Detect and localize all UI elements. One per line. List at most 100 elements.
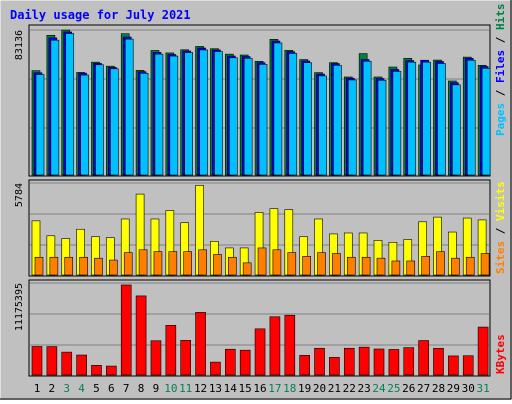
x-tick-label: 20	[313, 382, 326, 395]
x-tick-label: 3	[63, 382, 70, 395]
visits-max-label: 5784	[14, 183, 25, 207]
bar-sites	[49, 256, 59, 276]
bar-pages	[229, 57, 238, 176]
bar-kbytes	[254, 328, 266, 376]
x-tick-label: 4	[78, 382, 85, 395]
bar-kbytes	[329, 357, 340, 376]
bar-pages	[273, 42, 283, 176]
bar-sites	[109, 259, 118, 276]
bar-sites	[451, 257, 460, 276]
kbytes-panel-legend: KBytes	[494, 334, 507, 374]
legend-separator: /	[494, 83, 507, 103]
bar-sites	[391, 260, 401, 276]
bar-sites	[79, 256, 88, 276]
bar-pages	[347, 79, 357, 176]
bar-kbytes	[31, 346, 43, 376]
bar-pages	[362, 60, 372, 176]
bar-pages	[407, 61, 417, 176]
bar-kbytes	[106, 365, 117, 376]
legend-separator: /	[494, 221, 507, 241]
x-tick-label: 21	[328, 382, 341, 395]
bar-kbytes	[91, 365, 102, 376]
bar-kbytes	[210, 361, 221, 376]
bar-sites	[436, 251, 445, 276]
x-tick-label: 7	[123, 382, 130, 395]
bar-sites	[406, 260, 416, 276]
bar-pages	[437, 63, 446, 176]
bar-kbytes	[448, 355, 459, 376]
bar-sites	[332, 253, 341, 276]
legend-sites: Sites	[494, 241, 507, 274]
bar-pages	[466, 59, 476, 176]
bar-sites	[198, 249, 207, 276]
bar-pages	[95, 64, 104, 176]
x-tick-label: 25	[387, 382, 400, 395]
bar-kbytes	[180, 340, 191, 376]
x-tick-label: 29	[447, 382, 460, 395]
bar-pages	[184, 52, 193, 176]
x-tick-label: 22	[343, 382, 356, 395]
bar-sites	[287, 252, 297, 276]
bar-kbytes	[343, 347, 355, 376]
bar-pages	[80, 74, 89, 176]
bar-sites	[480, 253, 490, 276]
bar-sites	[153, 251, 163, 276]
x-tick-label: 8	[138, 382, 145, 395]
legend-visits: Visits	[494, 181, 507, 221]
bar-kbytes	[61, 351, 73, 376]
bar-kbytes	[76, 354, 87, 376]
x-tick-label: 14	[224, 382, 238, 395]
bar-pages	[65, 33, 75, 176]
bar-pages	[124, 38, 134, 176]
x-tick-label: 18	[283, 382, 296, 395]
legend-files: Files	[494, 50, 507, 83]
bar-kbytes	[165, 325, 177, 376]
bar-pages	[50, 39, 60, 176]
bar-kbytes	[46, 346, 58, 376]
x-tick-label: 30	[462, 382, 475, 395]
bar-pages	[169, 55, 179, 176]
bar-pages	[288, 53, 298, 176]
bar-kbytes	[299, 355, 310, 376]
legend-separator: /	[494, 30, 507, 50]
x-tick-label: 5	[93, 382, 100, 395]
bar-sites	[302, 256, 311, 276]
bar-sites	[138, 249, 148, 276]
bar-sites	[376, 257, 386, 276]
x-tick-label: 28	[432, 382, 445, 395]
x-tick-label: 10	[164, 382, 177, 395]
legend-kbytes: KBytes	[494, 334, 507, 374]
bars-layer	[31, 29, 491, 376]
bar-pages	[392, 71, 402, 176]
bar-kbytes	[239, 349, 251, 376]
x-tick-label: 23	[358, 382, 371, 395]
x-tick-label: 13	[209, 382, 222, 395]
x-tick-label: 11	[179, 382, 192, 395]
bar-sites	[94, 257, 103, 276]
bar-sites	[421, 256, 430, 276]
bar-kbytes	[433, 347, 444, 376]
bar-kbytes	[418, 340, 429, 376]
bar-sites	[168, 251, 178, 276]
bar-kbytes	[388, 349, 400, 376]
bar-sites	[272, 249, 282, 276]
bar-kbytes	[477, 326, 489, 376]
bar-sites	[242, 262, 252, 276]
bar-pages	[35, 74, 45, 176]
kbytes-max-label: 11175395	[14, 283, 25, 331]
bar-sites	[361, 256, 371, 276]
bar-sites	[213, 254, 222, 276]
bar-kbytes	[403, 347, 415, 376]
bar-pages	[452, 84, 461, 176]
bar-pages	[377, 79, 387, 176]
bar-sites	[257, 247, 267, 276]
legend-hits: Hits	[494, 4, 507, 31]
bar-pages	[303, 62, 312, 176]
x-axis-labels: 1 2 3 4 5 6 7 8 9 10 11 12 13 14 15 16 17 18 19 20 21 22 23 24 2…	[34, 382, 490, 395]
bar-kbytes	[373, 348, 385, 376]
x-tick-label: 9	[153, 382, 160, 395]
bar-sites	[465, 256, 475, 276]
chart-title: Daily usage for July 2021	[10, 8, 191, 22]
bar-sites	[64, 256, 74, 276]
